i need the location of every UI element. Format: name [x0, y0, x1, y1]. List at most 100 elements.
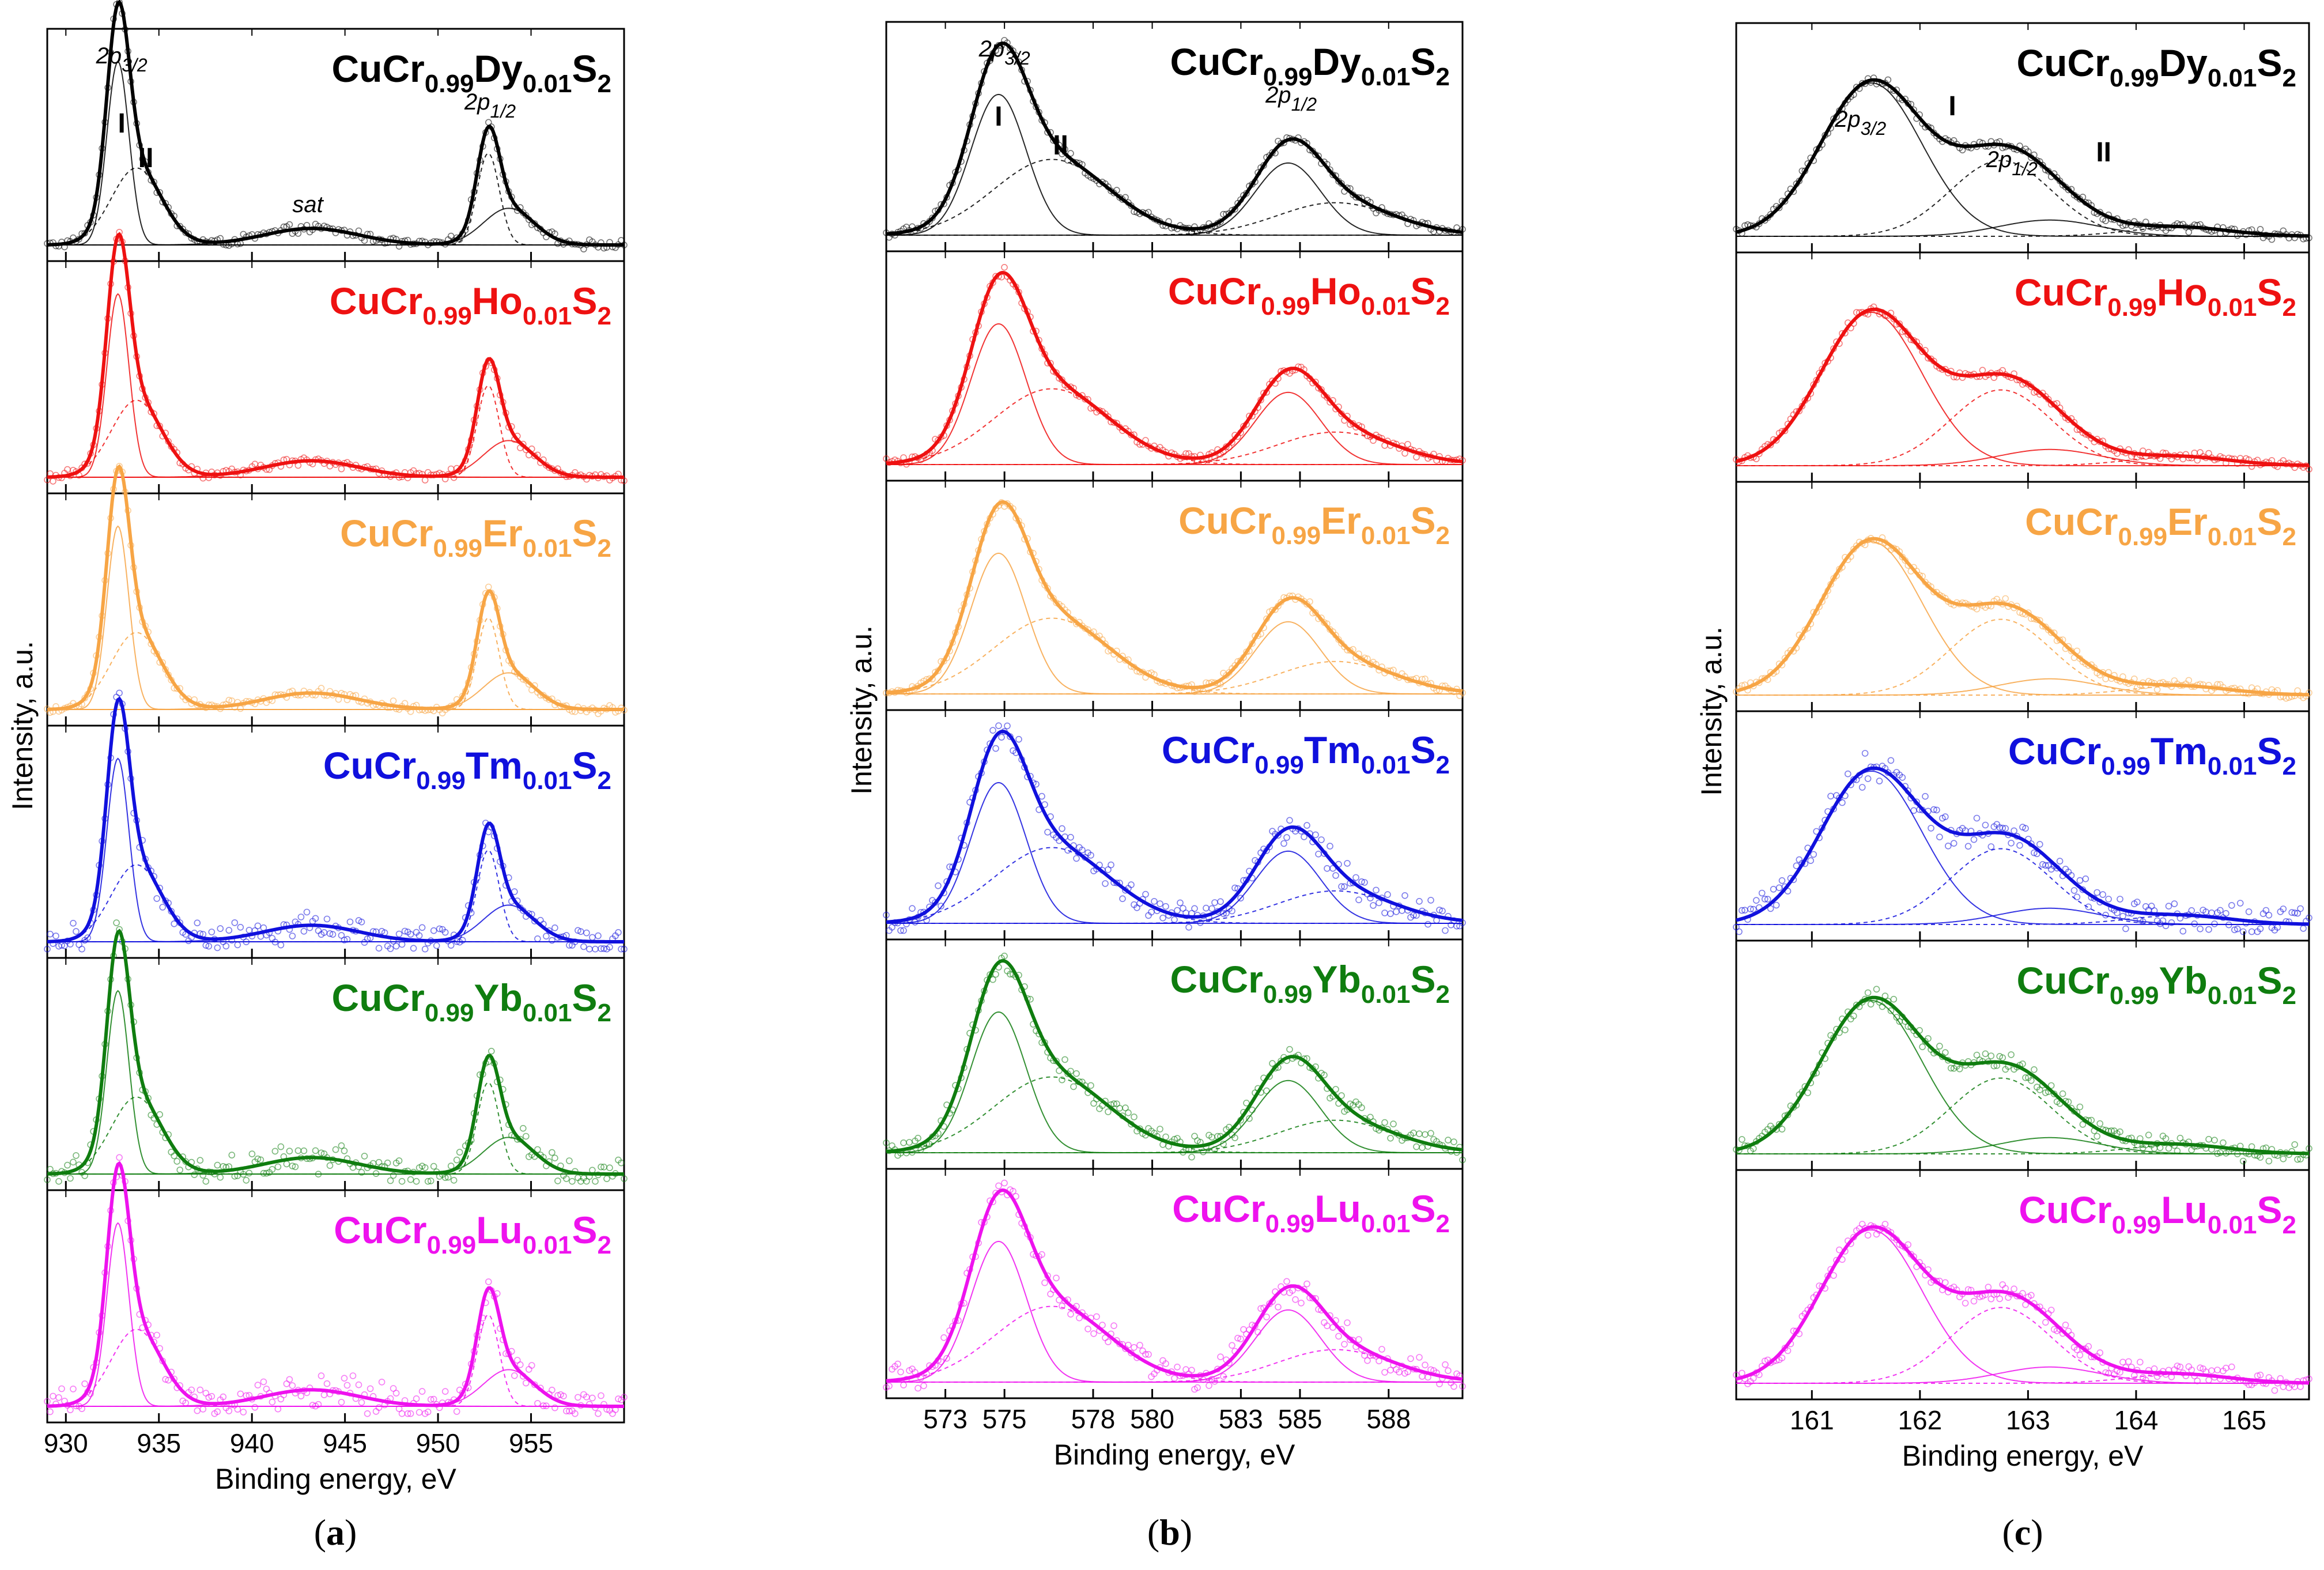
data-point — [2280, 1155, 2287, 1163]
data-point — [1945, 843, 1952, 850]
fit-component-line — [886, 1119, 1463, 1153]
data-point — [2171, 900, 2178, 907]
data-point — [430, 1163, 437, 1170]
data-point — [52, 933, 59, 939]
data-point — [375, 1158, 383, 1166]
data-points — [1733, 303, 2312, 473]
data-point — [995, 722, 1002, 729]
data-point — [358, 1169, 365, 1176]
data-point — [2208, 909, 2215, 916]
data-point — [2294, 909, 2301, 917]
data-point — [2248, 1143, 2255, 1150]
data-point — [315, 1401, 322, 1408]
data-point — [1237, 895, 1244, 902]
data-point — [375, 1404, 383, 1411]
data-point — [1001, 952, 1008, 960]
data-point — [1119, 895, 1126, 903]
data-point — [1136, 1342, 1143, 1349]
panel-caption: (b) — [1147, 1512, 1192, 1553]
data-point — [2239, 928, 2247, 935]
data-point — [1864, 989, 1872, 997]
data-point — [70, 1158, 77, 1166]
data-point — [84, 934, 91, 941]
data-point — [1459, 1383, 1466, 1390]
data-point — [436, 925, 443, 933]
data-point — [208, 929, 216, 935]
data-point — [1987, 843, 1995, 850]
peak-annotation: 2p3/2 — [1834, 107, 1886, 139]
x-tick-label: 585 — [1278, 1404, 1322, 1434]
data-point — [1070, 1083, 1077, 1090]
data-point — [2245, 1381, 2253, 1388]
data-point — [387, 1177, 394, 1184]
data-point — [404, 1410, 411, 1417]
data-point — [485, 1278, 492, 1285]
data-point — [384, 1159, 391, 1167]
data-point — [1096, 407, 1103, 414]
data-point — [67, 1175, 74, 1182]
data-point — [551, 1404, 558, 1412]
data-point — [1263, 1314, 1270, 1320]
data-point — [1229, 1342, 1235, 1349]
data-point — [390, 1385, 397, 1392]
fit-component-line — [1736, 312, 2309, 466]
data-point — [1142, 1351, 1149, 1358]
data-point — [1203, 904, 1210, 912]
data-point — [1416, 1130, 1423, 1137]
data-point — [1174, 1364, 1181, 1371]
data-point — [1381, 909, 1388, 916]
data-point — [2102, 217, 2109, 224]
data-point — [1873, 986, 1880, 993]
data-point — [326, 1162, 334, 1169]
data-point — [621, 1394, 628, 1401]
data-point — [2176, 1134, 2184, 1142]
data-point — [1442, 927, 1449, 934]
data-point — [300, 1147, 308, 1154]
data-point — [338, 1399, 345, 1406]
x-axis-label: Binding energy, eV — [215, 1463, 456, 1495]
x-tick-label: 164 — [2114, 1405, 2159, 1435]
data-point — [260, 1378, 267, 1386]
fit-envelope-line — [1736, 307, 2309, 467]
data-point — [1899, 774, 1906, 781]
data-point — [1864, 775, 1872, 782]
data-point — [2076, 1103, 2084, 1111]
data-point — [1332, 1086, 1339, 1093]
x-tick-label: 573 — [923, 1404, 968, 1434]
data-point — [935, 882, 942, 889]
data-point — [453, 1156, 460, 1164]
data-point — [424, 1178, 432, 1185]
fit-component-line — [886, 388, 1463, 465]
fit-component-line — [886, 661, 1463, 695]
fit-envelope-line — [47, 464, 624, 711]
data-point — [992, 971, 999, 978]
data-point — [289, 933, 296, 939]
data-point — [2257, 1371, 2264, 1379]
fit-component-line — [886, 847, 1463, 924]
data-points — [44, 229, 628, 485]
data-point — [1211, 1378, 1218, 1385]
data-point — [441, 929, 449, 936]
data-point — [1275, 1304, 1282, 1311]
data-points — [44, 463, 628, 718]
data-point — [78, 945, 85, 953]
data-point — [1810, 851, 1817, 858]
x-tick-label: 578 — [1071, 1404, 1116, 1434]
fit-envelope-line — [1736, 766, 2309, 926]
data-point — [580, 943, 587, 950]
data-points — [44, 1154, 628, 1417]
data-point — [2002, 595, 2009, 602]
fit-envelope-line — [886, 270, 1463, 465]
sample-label: CuCr0.99Dy0.01S2 — [1170, 40, 1450, 91]
data-point — [2297, 1383, 2304, 1390]
data-point — [1775, 884, 1783, 892]
data-point — [1171, 1375, 1178, 1382]
data-point — [318, 1372, 325, 1379]
fit-component-line — [1736, 907, 2309, 925]
sample-label: CuCr0.99Lu0.01S2 — [1172, 1187, 1450, 1238]
data-point — [1778, 1354, 1786, 1361]
data-point — [883, 1139, 890, 1146]
data-points — [1733, 1221, 2312, 1394]
data-point — [2036, 841, 2043, 848]
